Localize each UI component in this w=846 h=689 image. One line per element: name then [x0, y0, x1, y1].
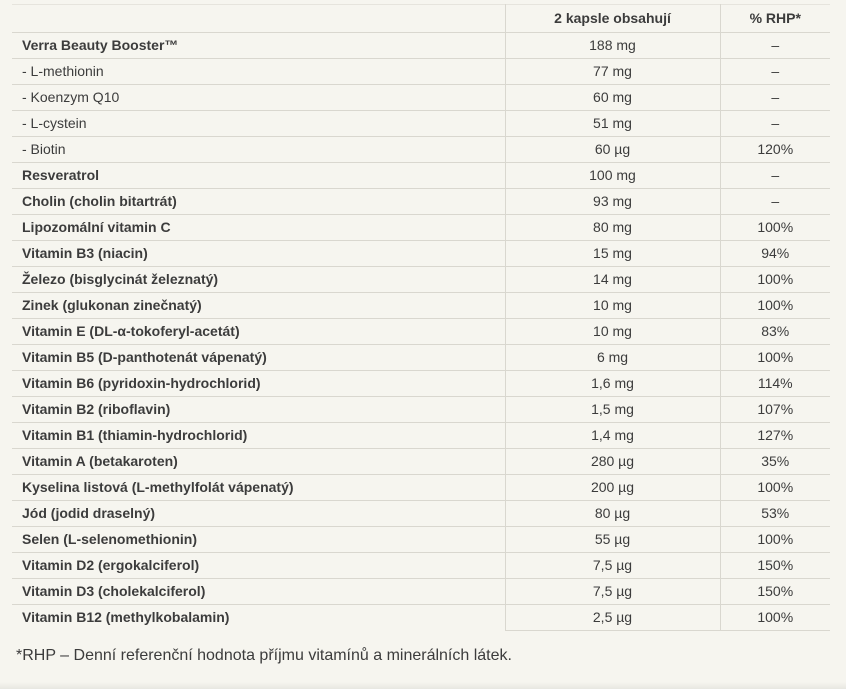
ingredient-name: - L-cystein [12, 110, 506, 137]
table-row: Železo (bisglycinát železnatý) 14 mg 100… [12, 266, 830, 293]
header-product-cell [12, 4, 506, 33]
ingredient-rhp-value: – [720, 188, 830, 215]
ingredient-amount: 93 mg [505, 188, 721, 215]
ingredient-rhp-value: 100% [720, 214, 830, 241]
ingredient-rhp-value: 150% [720, 552, 830, 579]
ingredient-rhp-value: 127% [720, 422, 830, 449]
table-row: - Biotin 60 µg 120% [12, 136, 830, 163]
ingredient-rhp-value: 53% [720, 500, 830, 527]
ingredient-rhp-value: 107% [720, 396, 830, 423]
table-row: Vitamin B6 (pyridoxin-hydrochlorid) 1,6 … [12, 370, 830, 397]
ingredient-amount: 100 mg [505, 162, 721, 189]
nutrition-facts-table: 2 kapsle obsahují % RHP* Verra Beauty Bo… [12, 4, 830, 631]
rhp-footnote: *RHP – Denní referenční hodnota příjmu v… [16, 647, 512, 664]
table-row: Vitamin A (betakaroten) 280 µg 35% [12, 448, 830, 475]
ingredient-name: Vitamin B5 (D-panthotenát vápenatý) [12, 344, 506, 371]
ingredient-name: Kyselina listová (L-methylfolát vápenatý… [12, 474, 506, 501]
ingredient-rhp-value: 114% [720, 370, 830, 397]
table-row: - L-cystein 51 mg – [12, 110, 830, 137]
ingredient-name: Vitamin B6 (pyridoxin-hydrochlorid) [12, 370, 506, 397]
table-row: Vitamin B3 (niacin) 15 mg 94% [12, 240, 830, 267]
ingredient-rhp-value: 100% [720, 604, 830, 631]
ingredient-amount: 51 mg [505, 110, 721, 137]
ingredient-name: Vitamin E (DL-α-tokoferyl-acetát) [12, 318, 506, 345]
ingredient-amount: 15 mg [505, 240, 721, 267]
ingredient-amount: 80 mg [505, 214, 721, 241]
ingredient-amount: 2,5 µg [505, 604, 721, 631]
ingredient-rhp-value: 120% [720, 136, 830, 163]
header-amount-per-serving: 2 kapsle obsahují [505, 4, 721, 33]
ingredient-name: - L-methionin [12, 58, 506, 85]
table-row: Vitamin E (DL-α-tokoferyl-acetát) 10 mg … [12, 318, 830, 345]
table-row: Vitamin B1 (thiamin-hydrochlorid) 1,4 mg… [12, 422, 830, 449]
ingredient-amount: 7,5 µg [505, 578, 721, 605]
ingredient-rhp-value: 100% [720, 526, 830, 553]
ingredient-name: Vitamin B12 (methylkobalamin) [12, 604, 506, 631]
ingredient-name: Resveratrol [12, 162, 506, 189]
ingredient-name: Lipozomální vitamin C [12, 214, 506, 241]
table-row: Resveratrol 100 mg – [12, 162, 830, 189]
ingredient-rhp-value: 100% [720, 292, 830, 319]
ingredient-name: Vitamin D3 (cholekalciferol) [12, 578, 506, 605]
ingredient-rhp-value: – [720, 110, 830, 137]
ingredient-amount: 10 mg [505, 292, 721, 319]
table-row: Kyselina listová (L-methylfolát vápenatý… [12, 474, 830, 501]
ingredient-amount: 200 µg [505, 474, 721, 501]
ingredient-name: Vitamin D2 (ergokalciferol) [12, 552, 506, 579]
ingredient-rhp-value: 100% [720, 474, 830, 501]
ingredient-amount: 1,4 mg [505, 422, 721, 449]
table-body: Verra Beauty Booster™ 188 mg – - L-methi… [12, 32, 830, 631]
ingredient-name: Vitamin B1 (thiamin-hydrochlorid) [12, 422, 506, 449]
ingredient-rhp-value: – [720, 58, 830, 85]
ingredient-rhp-value: 100% [720, 266, 830, 293]
table-row: Jód (jodid draselný) 80 µg 53% [12, 500, 830, 527]
ingredient-name: Cholin (cholin bitartrát) [12, 188, 506, 215]
ingredient-rhp-value: 35% [720, 448, 830, 475]
ingredient-rhp-value: 150% [720, 578, 830, 605]
table-row: - L-methionin 77 mg – [12, 58, 830, 85]
ingredient-name: Jód (jodid draselný) [12, 500, 506, 527]
ingredient-amount: 280 µg [505, 448, 721, 475]
ingredient-amount: 6 mg [505, 344, 721, 371]
table-row: Verra Beauty Booster™ 188 mg – [12, 32, 830, 59]
ingredient-amount: 80 µg [505, 500, 721, 527]
ingredient-amount: 1,6 mg [505, 370, 721, 397]
ingredient-rhp-value: 94% [720, 240, 830, 267]
table-row: Vitamin B12 (methylkobalamin) 2,5 µg 100… [12, 604, 830, 631]
ingredient-name: - Biotin [12, 136, 506, 163]
ingredient-amount: 1,5 mg [505, 396, 721, 423]
ingredient-amount: 188 mg [505, 32, 721, 59]
ingredient-rhp-value: 100% [720, 344, 830, 371]
ingredient-name: Selen (L-selenomethionin) [12, 526, 506, 553]
ingredient-amount: 60 mg [505, 84, 721, 111]
table-row: Zinek (glukonan zinečnatý) 10 mg 100% [12, 292, 830, 319]
ingredient-name: - Koenzym Q10 [12, 84, 506, 111]
ingredient-amount: 14 mg [505, 266, 721, 293]
ingredient-name: Vitamin B2 (riboflavin) [12, 396, 506, 423]
ingredient-name: Železo (bisglycinát železnatý) [12, 266, 506, 293]
table-row: Cholin (cholin bitartrát) 93 mg – [12, 188, 830, 215]
table-row: Lipozomální vitamin C 80 mg 100% [12, 214, 830, 241]
ingredient-amount: 60 µg [505, 136, 721, 163]
header-rhp-percent: % RHP* [720, 4, 830, 33]
table-row: Vitamin D2 (ergokalciferol) 7,5 µg 150% [12, 552, 830, 579]
table-row: Vitamin D3 (cholekalciferol) 7,5 µg 150% [12, 578, 830, 605]
table-header-row: 2 kapsle obsahují % RHP* [12, 4, 830, 33]
ingredient-amount: 10 mg [505, 318, 721, 345]
ingredient-rhp-value: – [720, 32, 830, 59]
ingredient-amount: 77 mg [505, 58, 721, 85]
ingredient-name: Vitamin A (betakaroten) [12, 448, 506, 475]
ingredient-amount: 7,5 µg [505, 552, 721, 579]
ingredient-name: Zinek (glukonan zinečnatý) [12, 292, 506, 319]
ingredient-rhp-value: – [720, 162, 830, 189]
ingredient-amount: 55 µg [505, 526, 721, 553]
table-row: - Koenzym Q10 60 mg – [12, 84, 830, 111]
ingredient-name: Vitamin B3 (niacin) [12, 240, 506, 267]
ingredient-name: Verra Beauty Booster™ [12, 32, 506, 59]
ingredient-rhp-value: – [720, 84, 830, 111]
table-row: Vitamin B5 (D-panthotenát vápenatý) 6 mg… [12, 344, 830, 371]
table-row: Vitamin B2 (riboflavin) 1,5 mg 107% [12, 396, 830, 423]
table-row: Selen (L-selenomethionin) 55 µg 100% [12, 526, 830, 553]
ingredient-rhp-value: 83% [720, 318, 830, 345]
